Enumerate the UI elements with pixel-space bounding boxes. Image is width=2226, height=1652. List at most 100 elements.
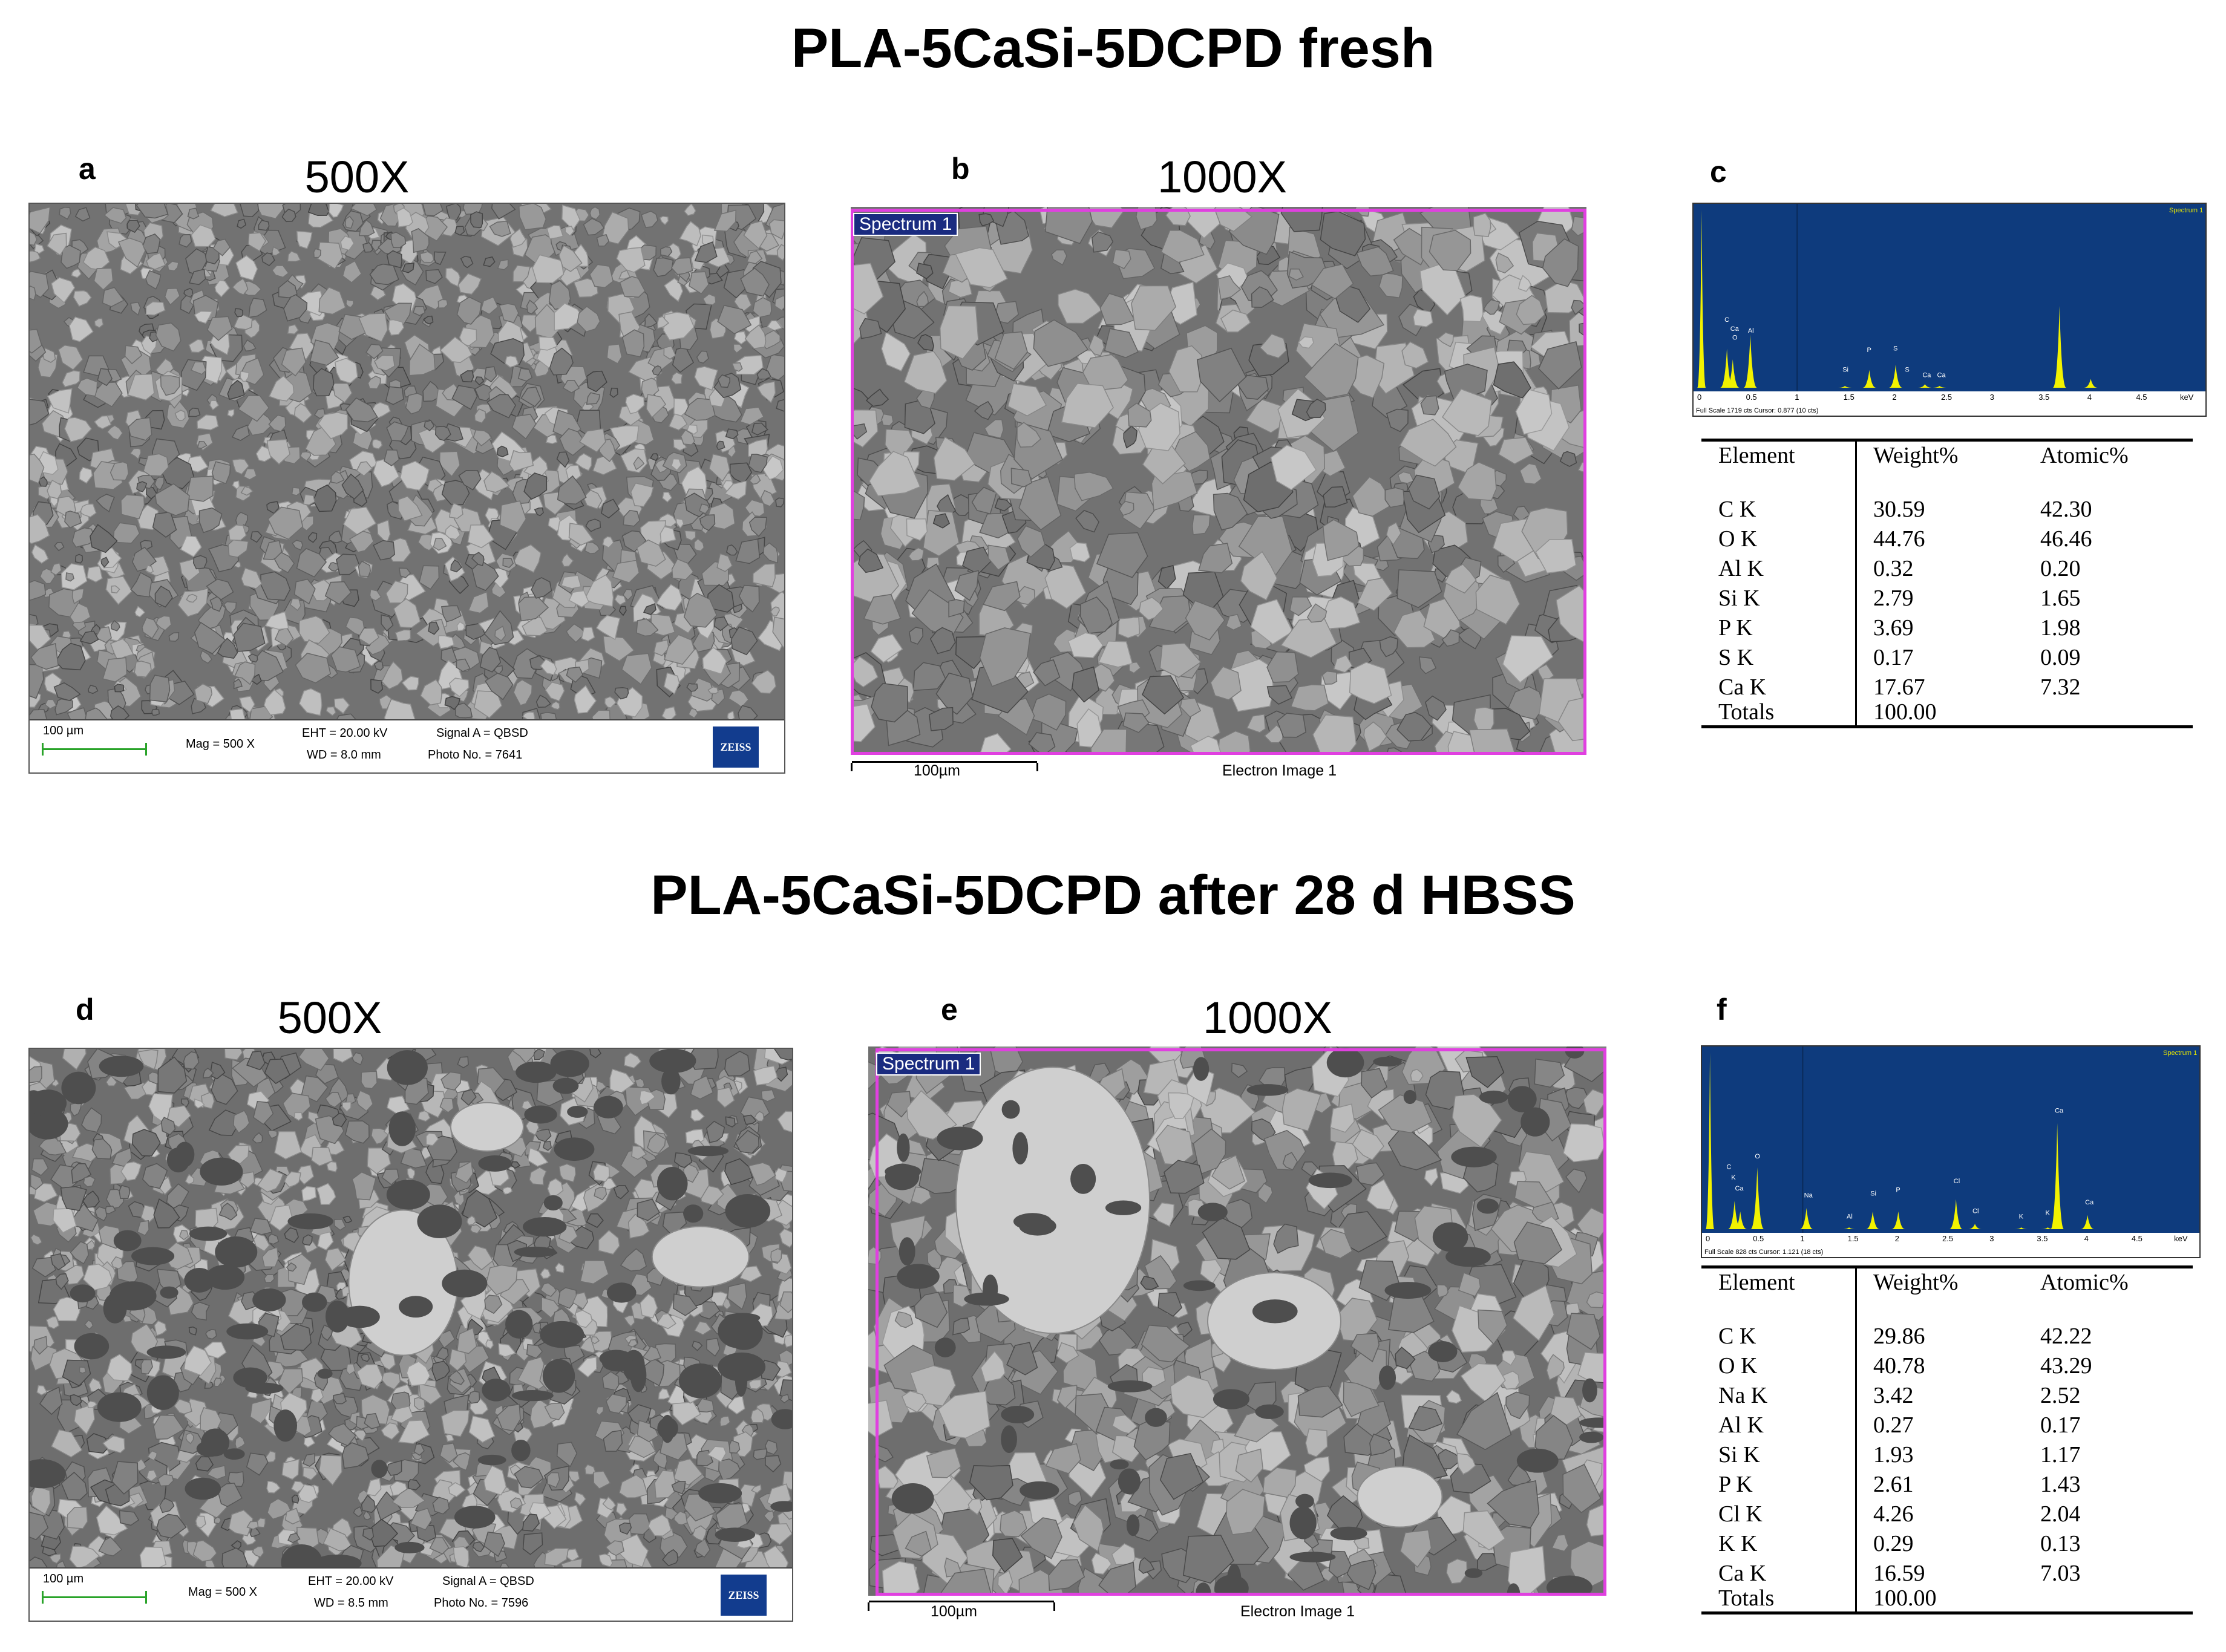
- panel-e-mag: 1000X: [1203, 993, 1332, 1043]
- sem-texture-b: [851, 207, 1586, 755]
- wd-text-a: WD = 8.0 mm: [307, 748, 381, 762]
- axis-tick: keV: [2179, 393, 2194, 402]
- table-cell: 1.43: [2040, 1472, 2081, 1497]
- signal-text-d: Signal A = QBSD: [442, 1575, 534, 1588]
- table-cell: Ca K: [1718, 1561, 1767, 1586]
- table-cell: 0.17: [2040, 1412, 2081, 1438]
- eds-axis-f: 0 0.5 1 1.5 2 2.5 3 3.5 4 4.5 keV Full Scale 828 c…: [1702, 1233, 2199, 1257]
- axis-tick: 0: [1697, 393, 1702, 402]
- table-cell: O K: [1718, 1353, 1758, 1379]
- table-cell: 1.98: [2040, 615, 2081, 641]
- axis-tick: 2.5: [1941, 393, 1953, 402]
- sem-texture-e: [868, 1046, 1606, 1596]
- spectrum-peak: [1720, 348, 1734, 388]
- scale-label-d: 100 µm: [43, 1572, 84, 1585]
- spectrum-peak: [1949, 1199, 1963, 1229]
- table-cell: 46.46: [2040, 526, 2092, 552]
- table-cell: 0.17: [1873, 645, 1914, 670]
- axis-tick: 1.5: [1847, 1234, 1859, 1243]
- sem-image-e: [868, 1046, 1606, 1596]
- peak-label: K: [1731, 1174, 1736, 1181]
- table-cell: 30.59: [1873, 497, 1925, 522]
- axis-tick: 1: [1795, 393, 1799, 402]
- peak-label: K: [2019, 1213, 2024, 1220]
- table-cell: 4.26: [1873, 1501, 1914, 1527]
- spectrum-tag: Spectrum 1: [2169, 207, 2203, 214]
- spectrum-peak: [1697, 210, 1706, 388]
- spectrum-peak: [2052, 305, 2066, 388]
- wd-text-d: WD = 8.5 mm: [314, 1596, 388, 1610]
- table-header: Atomic%: [2040, 443, 2129, 468]
- sem-image-d: 100 µm Mag = 500 X EHT = 20.00 kV WD = 8…: [28, 1048, 793, 1622]
- axis-tick: 2.5: [1942, 1234, 1954, 1243]
- axis-tick: 0.5: [1753, 1234, 1764, 1243]
- table-header: Weight%: [1873, 1270, 1959, 1295]
- table-cell: 0.09: [2040, 645, 2081, 670]
- eds-table-f: Element Weight% Atomic% C K 29.86 42.22 O K 40.…: [1701, 1265, 2193, 1628]
- table-column-rule: [1855, 1265, 1857, 1613]
- axis-tick: 3.5: [2038, 393, 2050, 402]
- spectrum-peak: [1918, 384, 1932, 388]
- spectrum-peak: [1838, 386, 1852, 388]
- mag-text-a: Mag = 500 X: [186, 737, 255, 751]
- table-cell: 7.32: [2040, 674, 2081, 700]
- sem-image-b: [851, 207, 1586, 755]
- section-title-fresh: PLA-5CaSi-5DCPD fresh: [791, 18, 1435, 79]
- axis-tick: 2: [1892, 393, 1897, 402]
- scale-label-a: 100 µm: [43, 724, 84, 737]
- spectrum-peak: [1862, 370, 1876, 388]
- scale-label-e: 100µm: [931, 1603, 977, 1620]
- table-cell: 0.20: [2040, 556, 2081, 581]
- table-cell: 40.78: [1873, 1353, 1925, 1379]
- peak-label: Ca: [1730, 325, 1740, 333]
- panel-letter-e: e: [941, 993, 958, 1027]
- axis-tick: 1.5: [1843, 393, 1854, 402]
- axis-tick: 4.5: [2131, 1234, 2143, 1243]
- eds-axis-c: 0 0.5 1 1.5 2 2.5 3 3.5 4 4.5 keV Full Scale 1719 …: [1694, 391, 2205, 416]
- table-total-value: 100.00: [1873, 699, 1937, 725]
- table-cell: 43.29: [2040, 1353, 2092, 1379]
- peak-label: Cl: [1954, 1178, 1960, 1185]
- peak-label: Ca: [1922, 371, 1931, 379]
- peak-label: Ca: [1735, 1185, 1744, 1192]
- table-cell: 29.86: [1873, 1324, 1925, 1349]
- axis-tick: 4: [2084, 1234, 2089, 1243]
- peak-label: P: [1867, 347, 1871, 354]
- spectrum-peak: [1726, 359, 1740, 388]
- table-cell: Al K: [1718, 1412, 1764, 1438]
- table-cell: 42.22: [2040, 1324, 2092, 1349]
- spectrum-peak: [2041, 1227, 2055, 1229]
- panel-letter-d: d: [76, 993, 94, 1027]
- peak-label: P: [1896, 1187, 1900, 1194]
- caption-e: Electron Image 1: [1240, 1603, 1355, 1620]
- table-cell: 2.04: [2040, 1501, 2081, 1527]
- table-header: Weight%: [1873, 443, 1959, 468]
- spectrum-frame-e: [876, 1048, 1606, 1596]
- eds-spectrum-c: Spectrum 1 C Ca O Al Si P S S Ca Ca 0 0.5 1 1.5 2 2.5 3 3…: [1692, 203, 2207, 417]
- panel-a-mag: 500X: [304, 152, 410, 202]
- sem-info-bar-d: 100 µm Mag = 500 X EHT = 20.00 kV WD = 8…: [30, 1567, 792, 1621]
- eht-text-d: EHT = 20.00 kV: [308, 1575, 394, 1588]
- axis-tick: 3: [1989, 393, 1994, 402]
- peak-label: Cl: [1972, 1208, 1979, 1215]
- table-cell: 3.69: [1873, 615, 1914, 641]
- table-header: Element: [1718, 1270, 1795, 1295]
- axis-tick: 3.5: [2037, 1234, 2048, 1243]
- table-cell: 2.52: [2040, 1383, 2081, 1408]
- spectrum-peak: [1727, 1201, 1741, 1229]
- table-cell: O K: [1718, 526, 1758, 552]
- table-cell: 0.29: [1873, 1531, 1914, 1556]
- caption-b: Electron Image 1: [1222, 762, 1337, 779]
- eds-footer-c: Full Scale 1719 cts Cursor: 0.877 (10 ct…: [1696, 407, 1819, 414]
- spectrum-peak: [2084, 379, 2098, 388]
- axis-tick: keV: [2174, 1234, 2188, 1243]
- eds-spectrum-f: Spectrum 1 C K Ca O Na Al Si P Cl Cl K K Ca Ca 0 0.5 1 1.…: [1701, 1045, 2201, 1258]
- spectrum-peak: [1889, 364, 1903, 388]
- spectrum-label-b: Spectrum 1: [853, 213, 958, 236]
- spectrum-peak: [2014, 1227, 2028, 1229]
- panel-letter-a: a: [79, 152, 96, 186]
- spectrum-peak: [2051, 1123, 2064, 1229]
- table-total-label: Totals: [1718, 1585, 1775, 1611]
- spectrum-peak: [1743, 334, 1757, 388]
